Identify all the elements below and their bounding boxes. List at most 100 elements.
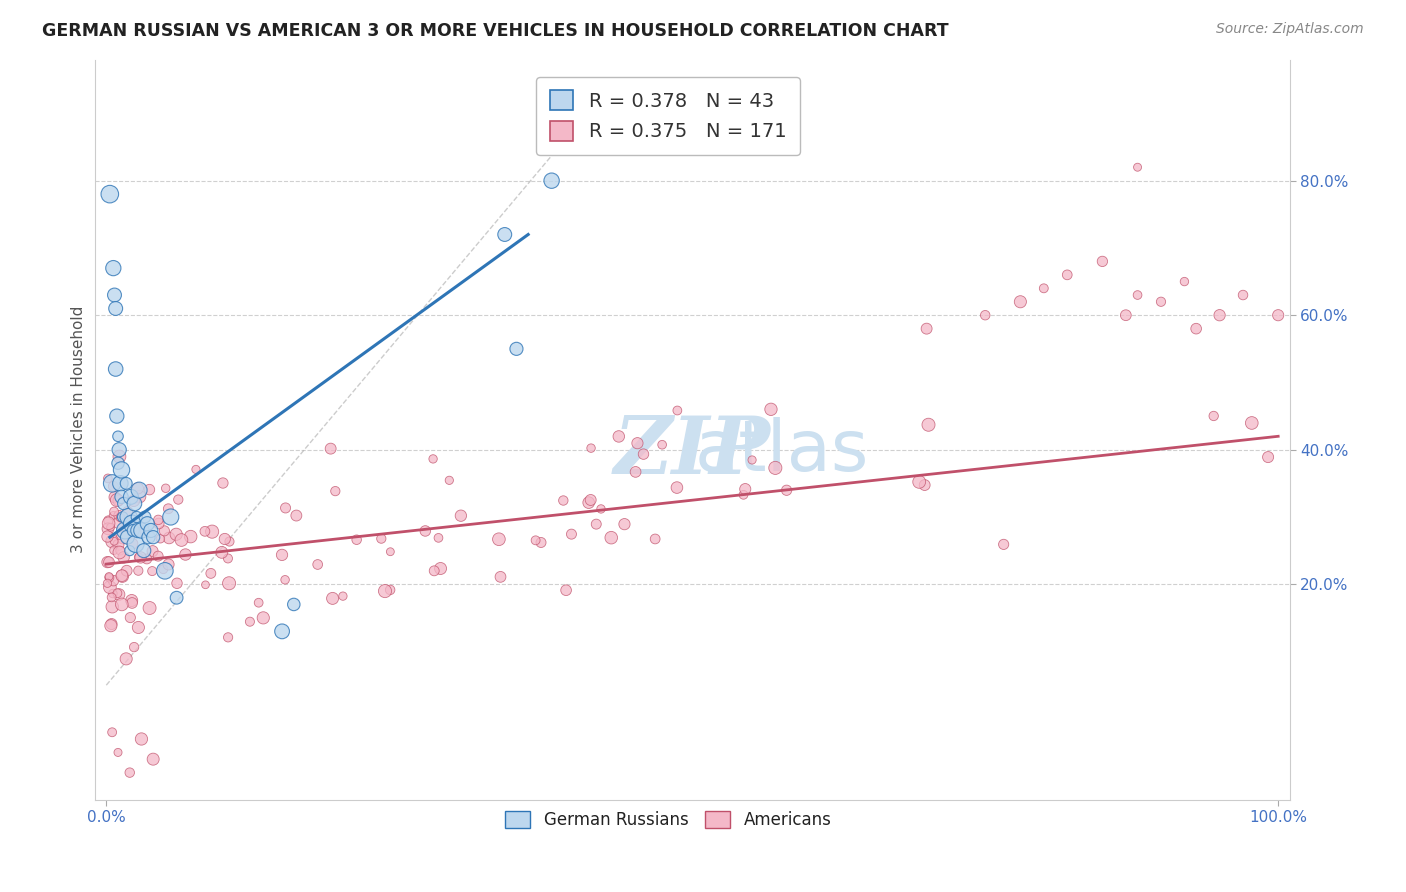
Point xyxy=(96,529,118,543)
Point xyxy=(153,524,176,538)
Point xyxy=(110,476,132,491)
Point xyxy=(450,508,472,523)
Point xyxy=(134,524,156,539)
Point xyxy=(117,530,139,544)
Point xyxy=(1056,268,1078,282)
Point xyxy=(101,599,124,614)
Text: GERMAN RUSSIAN VS AMERICAN 3 OR MORE VEHICLES IN HOUSEHOLD CORRELATION CHART: GERMAN RUSSIAN VS AMERICAN 3 OR MORE VEH… xyxy=(42,22,949,40)
Point xyxy=(252,611,274,625)
Point xyxy=(107,538,129,552)
Point xyxy=(1115,308,1137,322)
Point xyxy=(107,746,129,760)
Point xyxy=(97,516,120,531)
Point xyxy=(138,483,160,497)
Point xyxy=(98,187,121,202)
Point xyxy=(217,631,239,645)
Point xyxy=(741,453,763,467)
Point xyxy=(129,550,152,565)
Point xyxy=(115,652,138,666)
Point xyxy=(108,545,131,559)
Point xyxy=(111,510,134,524)
Point xyxy=(155,481,177,495)
Point xyxy=(422,451,444,466)
Point xyxy=(423,564,446,578)
Point xyxy=(118,543,141,558)
Point xyxy=(1232,288,1254,302)
Point xyxy=(427,531,450,545)
Point xyxy=(101,534,124,549)
Point xyxy=(274,573,297,587)
Point xyxy=(100,520,122,534)
Point xyxy=(600,531,623,545)
Text: atlas: atlas xyxy=(695,417,869,486)
Point xyxy=(651,438,673,452)
Point xyxy=(110,463,132,477)
Point xyxy=(666,403,689,417)
Point xyxy=(98,569,121,583)
Point xyxy=(1173,275,1195,289)
Point xyxy=(322,591,344,606)
Point xyxy=(1126,288,1149,302)
Point xyxy=(139,524,162,538)
Point xyxy=(132,543,155,558)
Point xyxy=(579,493,602,508)
Point xyxy=(117,505,139,519)
Point xyxy=(111,568,134,582)
Point xyxy=(915,321,938,335)
Point xyxy=(103,508,125,523)
Point xyxy=(734,482,756,496)
Point xyxy=(159,510,181,524)
Point xyxy=(1010,294,1032,309)
Point xyxy=(121,516,143,531)
Point xyxy=(120,490,142,504)
Point xyxy=(136,516,159,531)
Point xyxy=(107,456,129,470)
Point xyxy=(1126,160,1149,174)
Point xyxy=(217,551,239,566)
Point xyxy=(153,564,176,578)
Point xyxy=(128,524,150,539)
Point xyxy=(134,510,156,524)
Point xyxy=(589,502,612,516)
Point xyxy=(346,533,368,547)
Point xyxy=(214,532,236,546)
Text: ZIP: ZIP xyxy=(614,413,770,491)
Point xyxy=(103,261,125,276)
Point xyxy=(489,570,512,584)
Point xyxy=(218,576,240,591)
Point xyxy=(104,301,127,316)
Point xyxy=(112,497,135,511)
Point xyxy=(118,765,141,780)
Point xyxy=(112,550,135,565)
Point xyxy=(166,576,188,591)
Point xyxy=(578,495,600,509)
Point xyxy=(108,543,131,558)
Point xyxy=(271,624,294,639)
Point xyxy=(211,545,233,559)
Point xyxy=(121,596,143,610)
Point xyxy=(103,543,125,558)
Point xyxy=(579,441,602,455)
Point xyxy=(127,620,149,634)
Point xyxy=(194,578,217,592)
Point xyxy=(122,524,145,538)
Point xyxy=(108,450,131,464)
Point xyxy=(271,548,294,562)
Point xyxy=(96,576,118,591)
Point xyxy=(914,478,936,492)
Point xyxy=(283,598,305,612)
Point xyxy=(488,533,510,547)
Point xyxy=(733,488,755,502)
Point xyxy=(111,569,134,583)
Point xyxy=(97,522,120,536)
Point xyxy=(107,493,129,508)
Point xyxy=(184,462,207,476)
Point xyxy=(1208,308,1230,322)
Point xyxy=(759,402,782,417)
Point xyxy=(101,476,124,491)
Point xyxy=(370,532,392,546)
Point xyxy=(607,429,630,443)
Point xyxy=(128,483,150,497)
Point xyxy=(131,524,153,538)
Point xyxy=(319,442,342,456)
